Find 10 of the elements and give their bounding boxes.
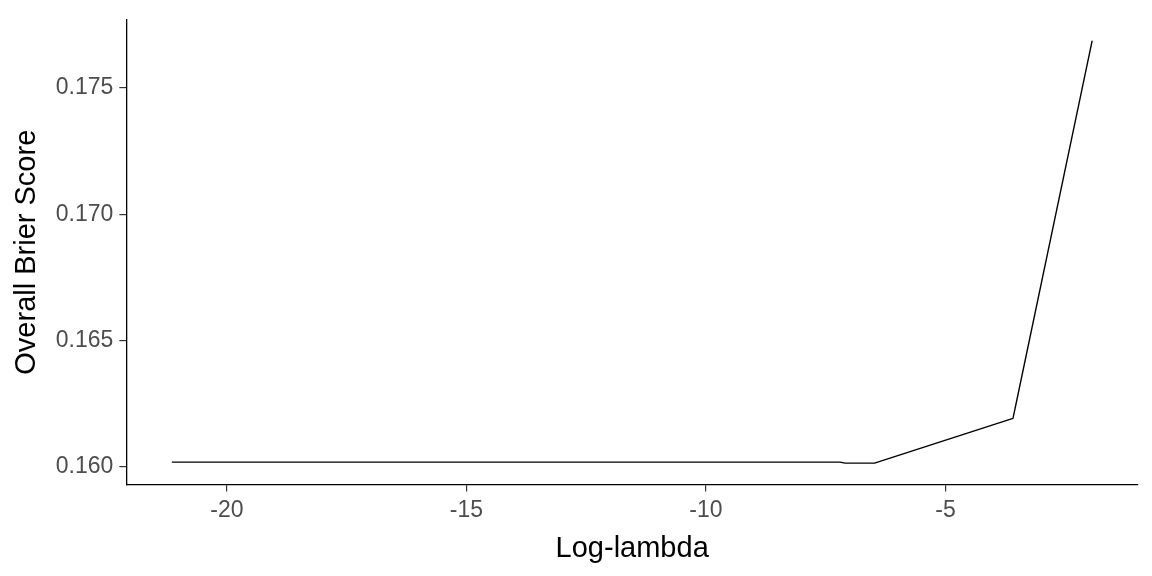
y-tick-label: 0.165 [55,325,114,352]
y-axis-title: Overall Brier Score [9,129,42,375]
x-tick-label: -15 [449,495,484,522]
x-axis-title: Log-lambda [555,530,710,563]
x-tick-label: -10 [689,495,723,522]
y-tick-label: 0.175 [55,73,114,100]
y-tick-label: 0.160 [55,452,114,479]
x-tick-label: -20 [210,495,244,522]
x-tick-label: -5 [935,495,956,522]
y-tick-label: 0.170 [55,199,114,226]
